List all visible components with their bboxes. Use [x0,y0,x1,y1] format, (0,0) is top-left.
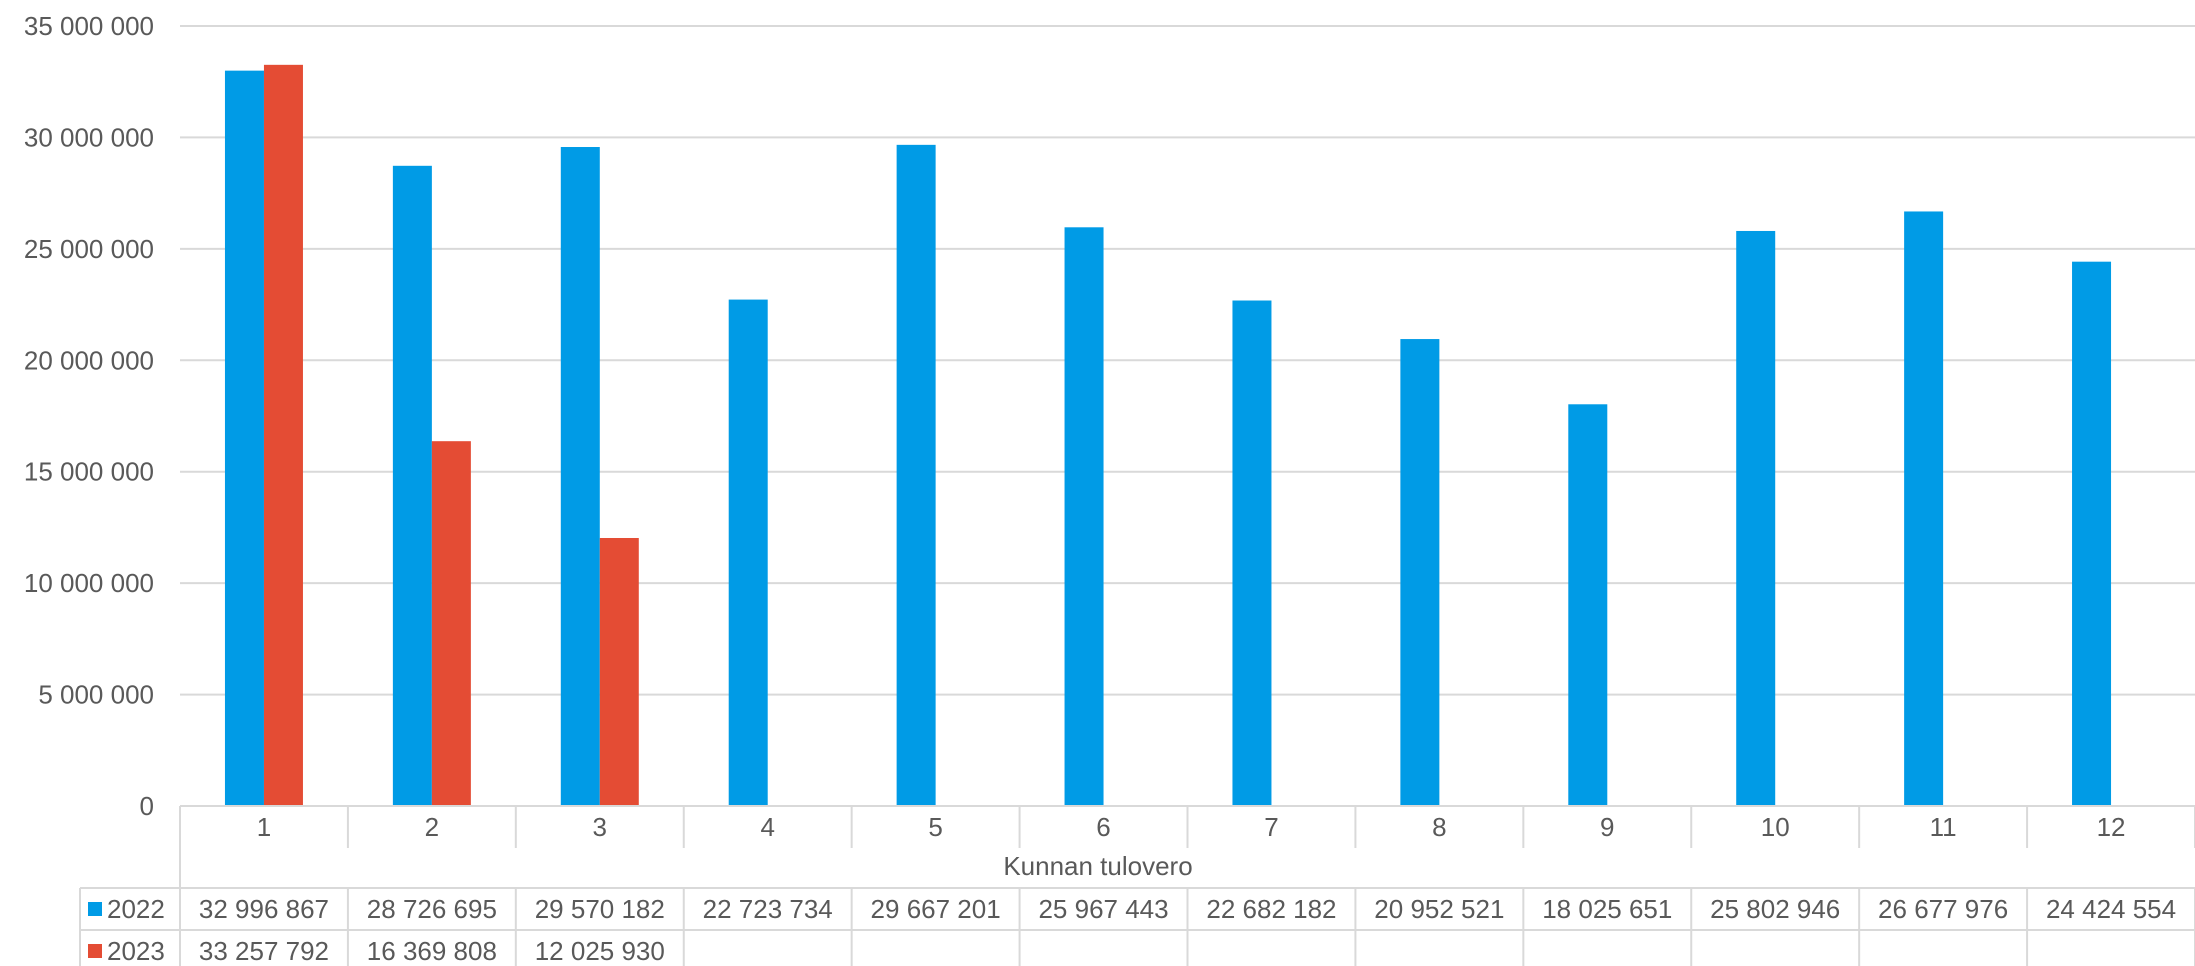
x-tick-label: 2 [425,812,439,842]
legend-key-2022 [88,902,102,916]
bar-2022-3 [560,147,600,806]
table-value-2022-12: 24 424 554 [2046,894,2176,924]
bars [224,64,2112,807]
y-tick-label: 35 000 000 [24,11,154,41]
bar-2023-2 [431,441,471,806]
y-tick-label: 10 000 000 [24,568,154,598]
table-value-2022-6: 25 967 443 [1038,894,1168,924]
bar-2022-1 [224,70,264,807]
bar-2022-9 [1568,404,1608,806]
legend-label-2022: 2022 [107,894,165,924]
x-axis-label: Kunnan tulovero [1003,851,1192,881]
y-tick-label: 5 000 000 [38,680,154,710]
y-tick-label: 20 000 000 [24,345,154,375]
table-value-2022-5: 29 667 201 [871,894,1001,924]
table-value-2022-2: 28 726 695 [367,894,497,924]
bar-2022-4 [728,299,768,806]
y-tick-label: 25 000 000 [24,234,154,264]
table-value-2022-9: 18 025 651 [1542,894,1672,924]
table-value-2023-3: 12 025 930 [535,936,665,966]
x-tick-label: 5 [928,812,942,842]
bar-2022-7 [1232,300,1272,806]
table-value-2022-1: 32 996 867 [199,894,329,924]
table-value-2022-8: 20 952 521 [1374,894,1504,924]
table-value-2023-1: 33 257 792 [199,936,329,966]
y-tick-label: 30 000 000 [24,122,154,152]
table-value-2022-11: 26 677 976 [1878,894,2008,924]
x-tick-label: 10 [1761,812,1790,842]
x-tick-label: 7 [1264,812,1278,842]
data-table: 2022 32 996 867 28 726 695 29 570 182 22 723… [79,887,2195,966]
bar-2022-8 [1400,339,1440,806]
bar-2022-6 [1064,227,1104,806]
gridlines [180,25,2195,696]
table-value-2023-2: 16 369 808 [367,936,497,966]
legend-key-2023 [88,944,102,958]
bar-2022-5 [896,144,936,807]
x-tick-label: 6 [1096,812,1110,842]
x-tick-label: 11 [1930,812,1957,842]
table-value-2022-7: 22 682 182 [1206,894,1336,924]
y-axis: 0 5 000 000 10 000 000 15 000 000 20 000 000… [24,11,154,821]
x-tick-label: 12 [2097,812,2126,842]
legend-label-2023: 2023 [107,936,165,966]
table-value-2022-10: 25 802 946 [1710,894,1840,924]
bar-2022-12 [2072,261,2112,806]
table-value-2022-3: 29 570 182 [535,894,665,924]
x-tick-label: 3 [593,812,607,842]
bar-2022-10 [1736,230,1776,807]
x-tick-label: 9 [1600,812,1614,842]
x-tick-label: 1 [257,812,271,842]
x-axis: 1 2 3 4 5 6 7 8 9 10 11 12 [179,805,2195,966]
bar-2023-1 [263,64,303,806]
table-value-2022-4: 22 723 734 [703,894,833,924]
bar-2022-2 [392,165,432,807]
x-tick-label: 4 [760,812,774,842]
x-tick-label: 8 [1432,812,1446,842]
bar-2023-3 [599,537,639,806]
y-tick-label: 0 [140,791,154,821]
y-tick-label: 15 000 000 [24,457,154,487]
bar-2022-11 [1904,211,1944,806]
